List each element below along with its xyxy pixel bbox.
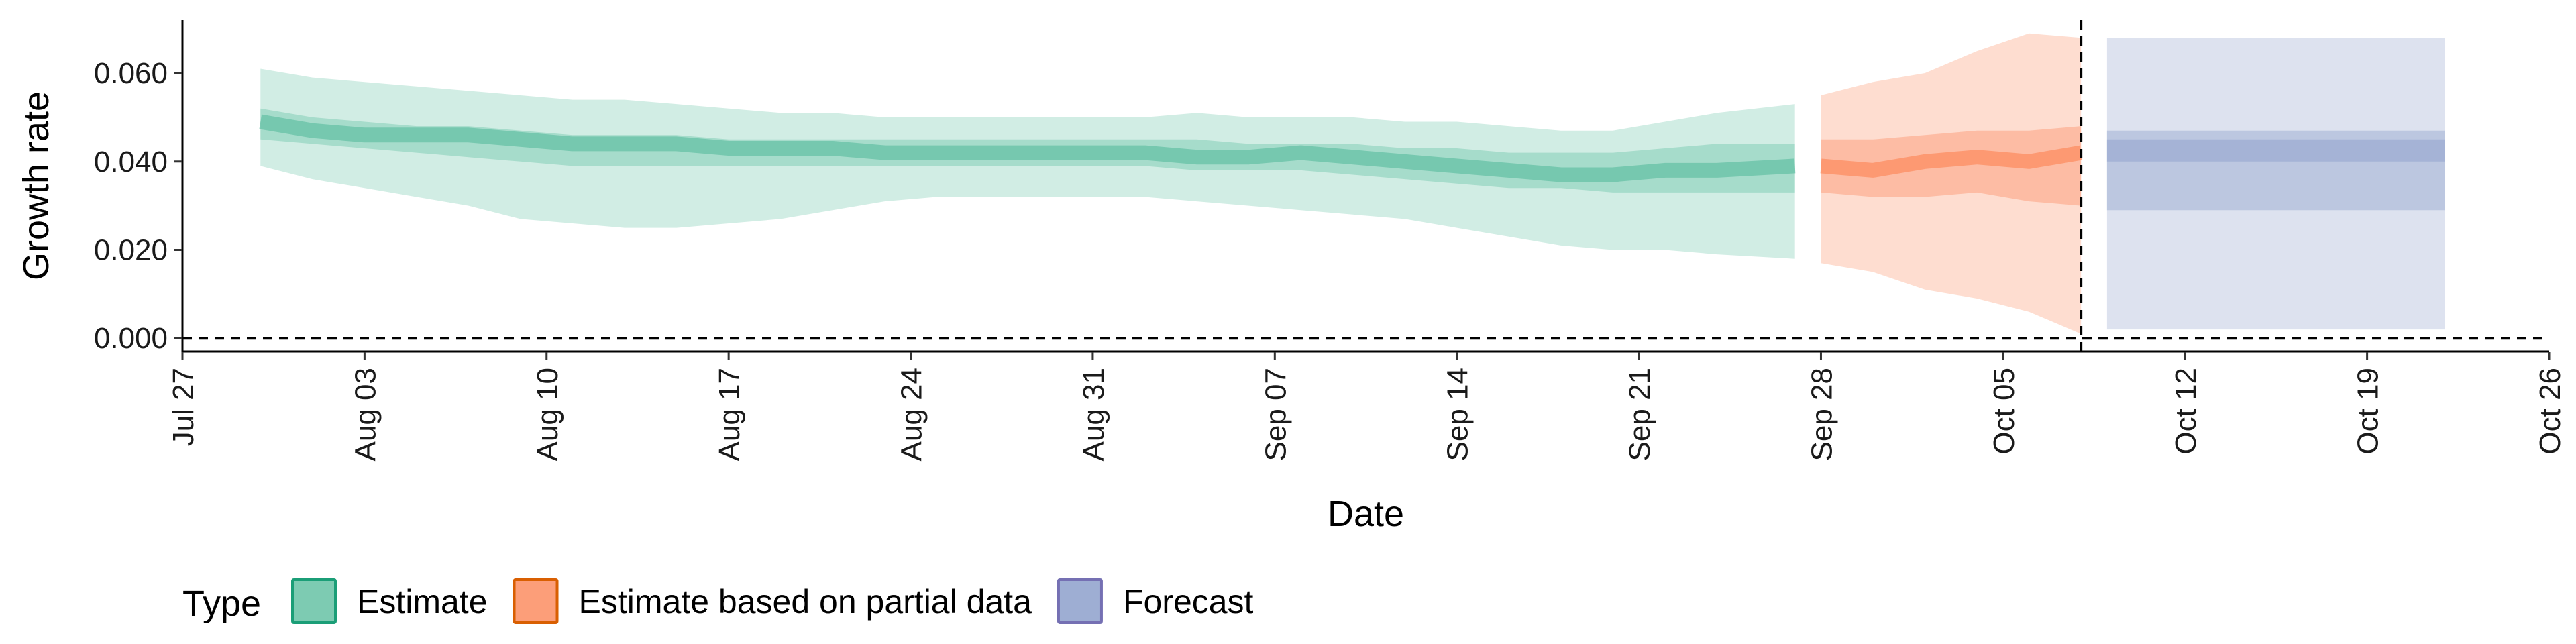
estimate-based-on-partial-data-band-90: [1821, 33, 2082, 334]
forecast-band-90: [2106, 38, 2445, 330]
y-tick-label: 0.020: [94, 234, 168, 267]
x-tick-label: Oct 19: [2352, 368, 2385, 455]
y-tick-label: 0.000: [94, 322, 168, 355]
x-tick-label: Sep 21: [1623, 368, 1656, 461]
y-axis-title: Growth rate: [16, 91, 56, 280]
legend-label-forecast: Forecast: [1123, 583, 1254, 621]
x-tick-label: Aug 10: [531, 368, 564, 461]
legend-swatch-forecast: [1057, 578, 1103, 624]
chart-median-lines: [259, 114, 2083, 182]
y-tick-label: 0.060: [94, 57, 168, 90]
y-tick-label: 0.040: [94, 146, 168, 178]
x-tick-label: Jul 27: [167, 368, 200, 446]
x-tick-label: Aug 03: [349, 368, 382, 461]
legend: Type Estimate Estimate based on partial d…: [182, 578, 1254, 624]
estimate-median-line: [259, 114, 1796, 182]
x-tick-label: Oct 05: [1988, 368, 2021, 455]
x-tick-label: Aug 24: [896, 368, 928, 461]
x-tick-label: Oct 12: [2169, 368, 2202, 455]
x-tick-label: Sep 07: [1259, 368, 1292, 461]
y-axis-ticks: 0.000 0.020 0.040 0.060: [94, 57, 182, 355]
chart-bands: [260, 33, 2445, 334]
legend-title: Type: [182, 584, 261, 624]
x-tick-label: Sep 14: [1442, 368, 1474, 461]
legend-label-estimate: Estimate: [357, 583, 488, 621]
legend-label-estimate-based-on-partial-data: Estimate based on partial data: [579, 583, 1032, 621]
x-tick-label: Sep 28: [1806, 368, 1839, 461]
x-axis-title: Date: [1328, 494, 1404, 534]
axes: [181, 20, 2549, 353]
legend-swatch-estimate-based-on-partial-data: [513, 578, 559, 624]
reference-lines: [182, 20, 2549, 352]
legend-swatch-estimate: [291, 578, 337, 624]
x-tick-label: Aug 17: [713, 368, 746, 461]
x-tick-label: Oct 26: [2534, 368, 2567, 455]
x-tick-label: Aug 31: [1077, 368, 1110, 461]
estimate-band-90: [260, 68, 1795, 259]
estimate-based-on-partial-data-median-line: [1820, 145, 2083, 178]
forecast-band-20: [2106, 139, 2445, 162]
x-axis-ticks: Jul 27 Aug 03 Aug 10 Aug 17 Aug 24 Aug 31 Sep …: [167, 352, 2567, 461]
